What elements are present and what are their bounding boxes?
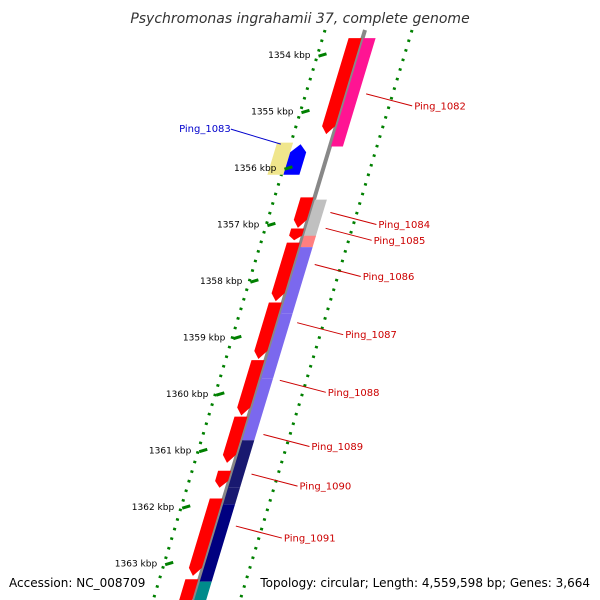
genome-title: Psychromonas ingrahamii 37, complete gen… bbox=[130, 11, 469, 27]
kbp-ticks: 1354 kbp 1355 kbp 1356 kbp 1357 kbp 1358 kbp… bbox=[115, 51, 327, 570]
gene-label[interactable]: Ping_1082 bbox=[414, 101, 466, 112]
gene-leader-line bbox=[366, 93, 413, 107]
gene-label[interactable]: Ping_1090 bbox=[300, 482, 352, 493]
gene-leader-line bbox=[314, 263, 361, 277]
gene-labels: Ping_1082 Ping_1083 Ping_1084 Ping_1085 Ping… bbox=[179, 93, 466, 545]
left-dot-guide bbox=[151, 29, 327, 600]
reverse-gene bbox=[228, 440, 255, 488]
reverse-gene bbox=[199, 504, 236, 582]
reverse-gene bbox=[303, 199, 327, 237]
kbp-tick-mark bbox=[232, 334, 242, 341]
forward-gene bbox=[188, 498, 223, 576]
kbp-tick-label: 1362 kbp bbox=[132, 503, 175, 513]
gene-leader-line bbox=[235, 525, 282, 539]
gene-leader-line bbox=[251, 473, 298, 487]
forward-gene bbox=[237, 360, 265, 416]
reverse-gene bbox=[330, 38, 376, 147]
kbp-tick-mark bbox=[283, 165, 293, 171]
gene-label[interactable]: Ping_1085 bbox=[374, 236, 426, 247]
kbp-tick-mark bbox=[164, 560, 174, 567]
gene-features bbox=[179, 38, 376, 600]
forward-gene bbox=[271, 242, 300, 302]
kbp-tick-label: 1361 kbp bbox=[149, 447, 192, 457]
accession-text: Accession: NC_008709 bbox=[9, 576, 145, 590]
gene-leader-line bbox=[230, 128, 281, 145]
reverse-gene bbox=[242, 378, 274, 441]
gene-label[interactable]: Ping_1087 bbox=[345, 330, 397, 341]
kbp-tick-label: 1354 kbp bbox=[268, 51, 311, 61]
genome-backbone bbox=[191, 29, 367, 600]
gene-label-selected[interactable]: Ping_1083 bbox=[179, 124, 231, 135]
gene-leader-line bbox=[263, 434, 310, 448]
reverse-gene bbox=[280, 247, 313, 314]
gene-label[interactable]: Ping_1088 bbox=[328, 388, 380, 399]
kbp-tick-label: 1357 kbp bbox=[217, 221, 260, 231]
kbp-tick-label: 1355 kbp bbox=[251, 108, 294, 118]
backbone-line bbox=[191, 29, 367, 600]
kbp-tick-mark bbox=[266, 221, 276, 228]
forward-gene bbox=[322, 38, 362, 135]
topology-text: Topology: circular; Length: 4,559,598 bp… bbox=[259, 576, 590, 590]
gene-leader-line bbox=[330, 212, 377, 225]
gene-label[interactable]: Ping_1091 bbox=[284, 534, 336, 545]
forward-gene bbox=[179, 579, 199, 600]
gene-leader-line bbox=[325, 227, 372, 241]
gene-label[interactable]: Ping_1086 bbox=[363, 272, 415, 283]
kbp-tick-label: 1358 kbp bbox=[200, 277, 243, 287]
reverse-gene bbox=[261, 313, 293, 379]
selected-gene bbox=[267, 142, 294, 175]
kbp-tick-mark bbox=[249, 278, 259, 284]
gene-leader-line bbox=[279, 379, 326, 393]
reverse-gene bbox=[300, 235, 316, 248]
reverse-gene bbox=[194, 581, 212, 600]
kbp-tick-mark bbox=[301, 108, 310, 115]
kbp-tick-label: 1360 kbp bbox=[166, 390, 209, 400]
kbp-tick-label: 1363 kbp bbox=[115, 560, 158, 570]
kbp-tick-label: 1359 kbp bbox=[183, 334, 226, 344]
forward-gene bbox=[254, 302, 282, 359]
gene-leader-line bbox=[297, 322, 344, 336]
forward-gene bbox=[289, 228, 305, 241]
kbp-tick-label: 1356 kbp bbox=[234, 164, 277, 174]
gene-label[interactable]: Ping_1084 bbox=[378, 220, 430, 231]
reverse-gene bbox=[223, 487, 240, 505]
forward-gene bbox=[215, 470, 232, 488]
forward-gene bbox=[222, 416, 248, 463]
forward-gene bbox=[293, 197, 314, 228]
kbp-tick-mark bbox=[198, 447, 208, 454]
kbp-tick-mark bbox=[181, 504, 191, 510]
gene-label[interactable]: Ping_1089 bbox=[311, 442, 363, 453]
kbp-tick-mark bbox=[318, 52, 327, 58]
kbp-tick-mark bbox=[215, 391, 225, 397]
